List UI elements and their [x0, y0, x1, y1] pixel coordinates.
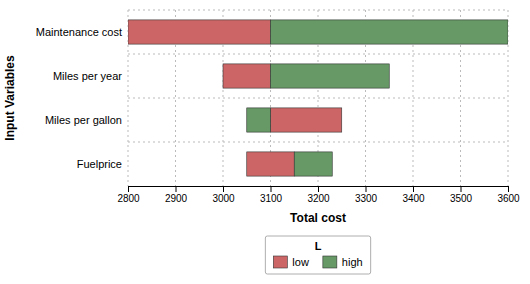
legend-item: high: [323, 256, 363, 268]
bar: [247, 152, 295, 176]
x-tick-label: 3500: [450, 193, 473, 204]
row-separator: [128, 98, 508, 99]
bars: [128, 20, 508, 176]
y-axis-title: Input Variables: [3, 55, 17, 141]
chart: 2800 2900 3000 3100 3200 3300 3400 3500 3600 Main…: [0, 0, 530, 284]
x-tick: 3100: [260, 186, 283, 204]
y-tick-label: Maintenance cost: [36, 26, 122, 38]
y-tick: Fuelprice: [77, 158, 128, 170]
x-tick-mark: [271, 186, 272, 192]
legend: Llow high: [265, 236, 370, 274]
bar: [223, 64, 271, 88]
x-tick-mark: [318, 186, 319, 192]
y-tick-label: Miles per gallon: [45, 114, 122, 126]
y-tick-label: Miles per year: [53, 70, 122, 82]
legend-title: L: [315, 240, 322, 252]
x-tick-mark: [508, 186, 509, 192]
y-tick: Maintenance cost: [36, 26, 128, 38]
x-tick: 3400: [402, 186, 425, 204]
x-tick-label: 3100: [260, 193, 283, 204]
legend-item: low: [273, 256, 309, 268]
x-tick-mark: [176, 186, 177, 192]
x-axis-line: [129, 187, 509, 193]
x-tick: 3200: [307, 186, 330, 204]
x-tick-label: 3200: [307, 193, 330, 204]
legend-label: high: [342, 256, 363, 268]
x-axis-title: Total cost: [290, 211, 346, 225]
x-tick-label: 3400: [402, 193, 425, 204]
grid: [128, 10, 508, 186]
y-axis: Maintenance cost Miles per year Miles per …: [36, 26, 128, 170]
row-separator: [128, 142, 508, 143]
x-tick-label: 3300: [355, 193, 378, 204]
x-tick-label: 3000: [212, 193, 235, 204]
plot-area: 2800 2900 3000 3100 3200 3300 3400 3500 3600 Main…: [36, 10, 520, 204]
x-tick: 3300: [355, 186, 378, 204]
x-tick-mark: [413, 186, 414, 192]
bar: [271, 108, 342, 132]
x-tick-label: 3600: [497, 193, 520, 204]
row-separator: [128, 54, 508, 55]
x-tick-label: 2800: [117, 193, 140, 204]
bar: [294, 152, 332, 176]
bar: [271, 20, 509, 44]
x-tick: 2900: [165, 186, 188, 204]
bar: [271, 64, 390, 88]
x-tick: 3000: [212, 186, 235, 204]
x-tick-label: 2900: [165, 193, 188, 204]
x-tick-mark: [128, 186, 129, 192]
x-axis: 2800 2900 3000 3100 3200 3300 3400 3500 3600: [117, 186, 520, 204]
legend-swatch: [323, 256, 337, 268]
legend-swatch: [273, 256, 287, 268]
y-tick: Miles per year: [53, 70, 128, 82]
y-tick: Miles per gallon: [45, 114, 128, 126]
bar: [247, 108, 271, 132]
x-tick: 3600: [497, 186, 520, 204]
y-tick-label: Fuelprice: [77, 158, 122, 170]
bar: [128, 20, 271, 44]
x-tick: 2800: [117, 186, 140, 204]
x-tick-mark: [223, 186, 224, 192]
legend-label: low: [292, 256, 309, 268]
x-tick: 3500: [450, 186, 473, 204]
row-separator: [128, 10, 508, 11]
legend-frame: [265, 236, 370, 274]
x-tick-mark: [461, 186, 462, 192]
x-tick-mark: [366, 186, 367, 192]
